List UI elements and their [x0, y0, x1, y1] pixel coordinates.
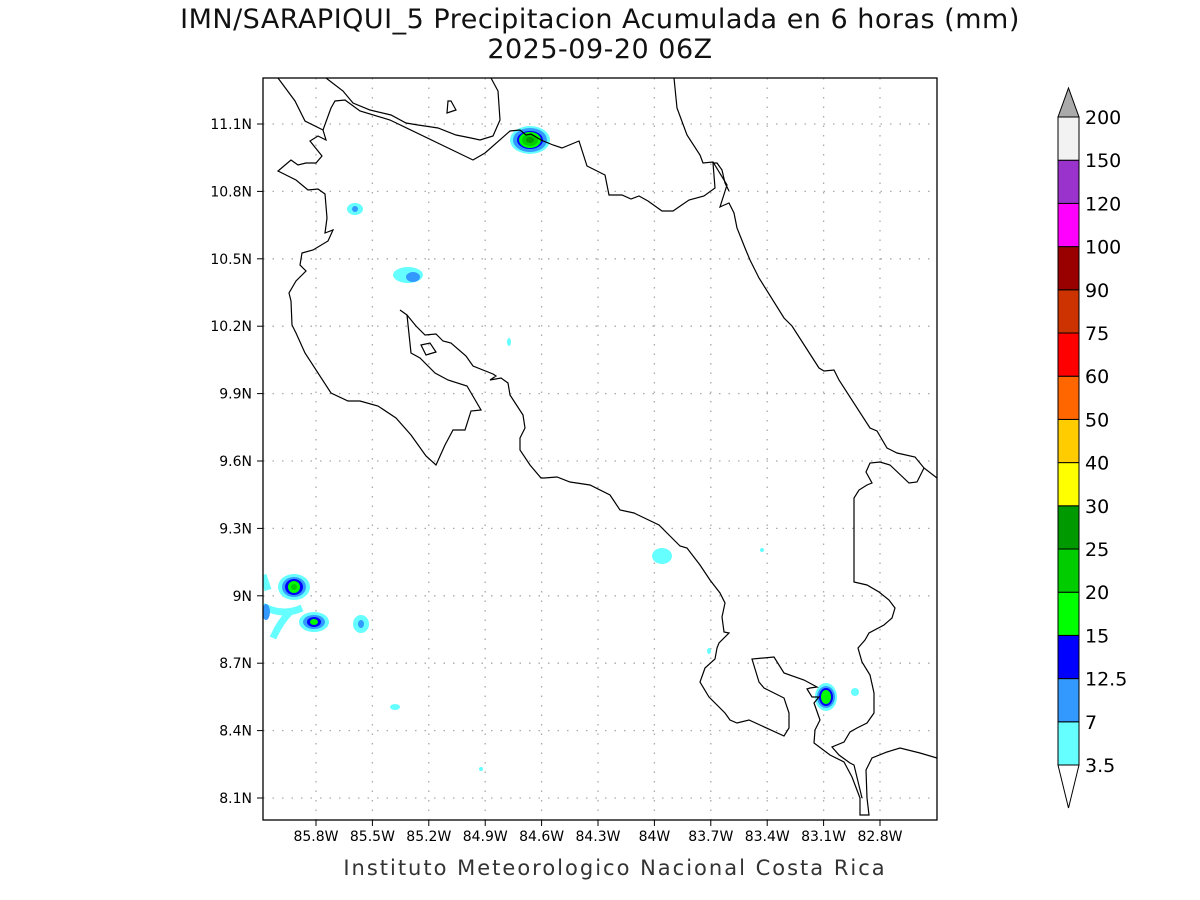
- precip-contour: [358, 620, 364, 628]
- lat-tick-label: 8.1N: [219, 791, 252, 807]
- lat-tick-label: 10.5N: [210, 252, 252, 268]
- precip-contour: [310, 619, 318, 625]
- axis-ticks: 85.8W 85.5W 85.2W 84.9W 84.6W 84.3W 84W 83.7W 83…: [210, 117, 902, 845]
- precip-contour: [707, 648, 711, 654]
- colorbar-swatch: [1057, 548, 1080, 593]
- colorbar-swatch: [1057, 721, 1080, 766]
- precip-contour: [760, 548, 764, 552]
- colorbar-label: 50: [1085, 409, 1109, 431]
- lon-tick-label: 85.5W: [350, 829, 395, 845]
- precip-contour: [406, 272, 420, 282]
- lat-tick-label: 9.9N: [219, 387, 252, 403]
- colorbar-label: 7: [1085, 712, 1097, 734]
- colorbar-swatch: [1057, 591, 1080, 636]
- colorbar-swatch: [1057, 202, 1080, 248]
- colorbar-label: 75: [1085, 323, 1109, 345]
- colorbar-label: 30: [1085, 496, 1109, 518]
- lon-tick-label: 84.3W: [575, 829, 620, 845]
- chira-island: [420, 342, 437, 356]
- precip-contour: [851, 688, 859, 696]
- colorbar-under-triangle: [1057, 764, 1080, 809]
- lon-tick-label: 85.8W: [293, 829, 338, 845]
- precip-contour: [291, 584, 297, 590]
- island: [446, 100, 457, 114]
- colorbar-swatch: [1057, 159, 1080, 204]
- lon-tick-label: 83.4W: [745, 829, 790, 845]
- colorbar-label: 200: [1085, 107, 1121, 129]
- precip-contour: [352, 206, 358, 212]
- colorbar-swatch: [1057, 246, 1080, 291]
- colorbar-label: 3.5: [1085, 755, 1115, 777]
- coastlines: [276, 78, 937, 816]
- lon-tick-label: 83.7W: [688, 829, 733, 845]
- lat-tick-label: 9.3N: [219, 521, 252, 537]
- lat-tick-label: 10.8N: [210, 184, 252, 200]
- map-title: IMN/SARAPIQUI_5 Precipitacion Acumulada …: [180, 4, 1020, 35]
- coastline-caribbean: [673, 78, 937, 479]
- colorbar-label: 15: [1085, 625, 1109, 647]
- precip-contour: [652, 548, 672, 564]
- colorbar-swatch: [1057, 375, 1080, 420]
- precip-contour: [263, 604, 270, 620]
- colorbar-label: 20: [1085, 582, 1109, 604]
- precip-contour: [821, 690, 831, 704]
- lat-tick-label: 10.2N: [210, 319, 252, 335]
- colorbar-label: 25: [1085, 539, 1109, 561]
- colorbar-label: 120: [1085, 193, 1121, 215]
- colorbar-swatch: [1057, 634, 1080, 680]
- lat-tick-label: 8.4N: [219, 724, 252, 740]
- colorbar-legend: 3.5 7 12.5 15 20 25 30 40 50 60 75 90 100 120 150 200: [1057, 86, 1127, 809]
- footer-credit: Instituto Meteorologico Nacional Costa R…: [343, 856, 887, 880]
- colorbar-swatch: [1057, 116, 1080, 161]
- colorbar-swatch: [1057, 418, 1080, 464]
- panama-border: [830, 461, 925, 799]
- coastline-nicoya-gulf: [406, 314, 937, 816]
- precip-contour: [526, 137, 534, 143]
- coastline-west: [276, 78, 482, 466]
- lat-tick-label: 8.7N: [219, 656, 252, 672]
- colorbar-swatch: [1057, 505, 1080, 550]
- colorbar-label: 150: [1085, 150, 1121, 172]
- colorbar-label: 40: [1085, 453, 1109, 475]
- colorbar-over-triangle: [1057, 86, 1080, 118]
- colorbar-swatch: [1057, 332, 1080, 377]
- nicaragua-border: [325, 78, 501, 141]
- precipitation-fields: [263, 126, 859, 771]
- grid-lines: [263, 78, 937, 820]
- lake-nicaragua-shore: [322, 99, 730, 212]
- colorbar-label: 90: [1085, 280, 1109, 302]
- precip-contour: [390, 704, 400, 710]
- lat-tick-label: 9.6N: [219, 454, 252, 470]
- colorbar-swatch: [1057, 462, 1080, 507]
- precip-contour: [507, 338, 511, 346]
- colorbar-label: 60: [1085, 366, 1109, 388]
- lat-tick-label: 11.1N: [210, 117, 252, 133]
- lon-tick-label: 84W: [639, 829, 671, 845]
- lon-tick-label: 85.2W: [406, 829, 451, 845]
- lon-tick-label: 84.6W: [519, 829, 564, 845]
- colorbar-swatch: [1057, 678, 1080, 723]
- lon-tick-label: 83.1W: [801, 829, 846, 845]
- lon-tick-label: 82.8W: [857, 829, 902, 845]
- lon-tick-label: 84.9W: [463, 829, 508, 845]
- map-valid-time: 2025-09-20 06Z: [487, 34, 713, 65]
- lat-tick-label: 9N: [233, 589, 252, 605]
- colorbar-swatch: [1057, 289, 1080, 334]
- precip-contour: [479, 767, 483, 771]
- colorbar-label: 12.5: [1085, 669, 1127, 691]
- plot-frame: [262, 77, 938, 821]
- colorbar-label: 100: [1085, 237, 1121, 259]
